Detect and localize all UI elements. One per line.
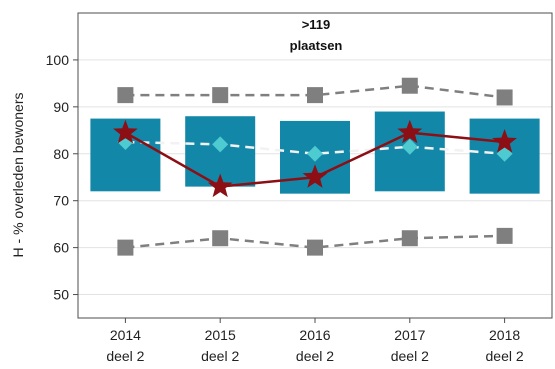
y-axis-label: H - % overleden bewoners	[10, 93, 26, 258]
x-tick-label-part: deel 2	[201, 348, 239, 364]
x-tick-label-part: deel 2	[486, 348, 524, 364]
x-tick-label-year: 2018	[489, 327, 520, 343]
axes: 50 60 70 80 90 100 2014 deel 2 2015 deel 2 2016 dee…	[46, 12, 553, 364]
mean-dashed-line	[125, 140, 505, 156]
y-tick-label: 100	[46, 52, 70, 68]
upper-square-marker	[496, 89, 513, 106]
lower-square-marker	[117, 239, 134, 256]
lower-square-marker	[496, 227, 513, 244]
value-star-marker	[492, 129, 517, 153]
lower-dashed-line	[125, 234, 505, 249]
x-tick-label-year: 2016	[299, 327, 330, 343]
y-tick-label: 90	[53, 99, 69, 115]
lower-square-marker	[212, 230, 229, 247]
x-tick-label-year: 2014	[110, 327, 141, 343]
markers	[113, 77, 517, 256]
chart-subtitle: plaatsen	[290, 38, 343, 53]
chart-title: >119	[302, 17, 331, 32]
value-star-marker	[397, 119, 423, 144]
lower-square-marker	[401, 230, 418, 247]
x-tick-label-part: deel 2	[296, 348, 334, 364]
mean-diamond-marker	[307, 145, 323, 162]
upper-square-marker	[117, 87, 134, 104]
lower-square-marker	[307, 239, 323, 256]
y-tick-label: 80	[53, 146, 69, 162]
y-tick-label: 60	[53, 240, 69, 256]
value-star-marker	[113, 119, 138, 144]
value-star-marker	[207, 173, 233, 198]
x-tick-label-year: 2015	[205, 327, 236, 343]
upper-square-marker	[212, 87, 229, 104]
mean-diamond-marker	[212, 136, 229, 153]
y-tick-label: 50	[53, 287, 69, 303]
y-tick-label: 70	[53, 193, 69, 209]
x-tick-label-part: deel 2	[391, 348, 429, 364]
x-tick-label-part: deel 2	[106, 348, 144, 364]
value-star-marker	[302, 164, 328, 188]
x-tick-label-year: 2017	[394, 327, 425, 343]
upper-square-marker	[307, 87, 323, 104]
mean-diamond-marker	[401, 138, 418, 155]
upper-dashed-line	[125, 84, 505, 99]
upper-square-marker	[401, 77, 418, 94]
